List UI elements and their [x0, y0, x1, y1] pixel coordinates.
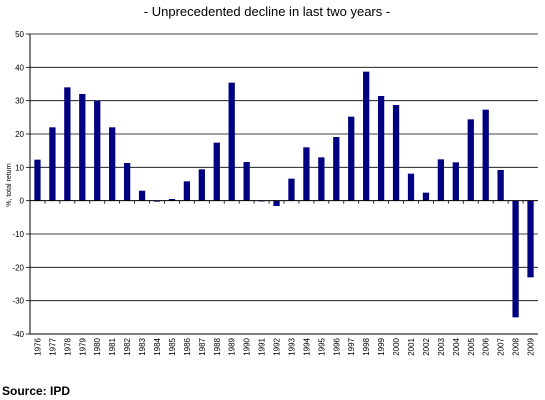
bar-1996	[333, 137, 340, 201]
y-tick-label: -20	[12, 263, 24, 272]
x-tick-label: 2007	[497, 337, 506, 355]
y-tick-label: 40	[15, 63, 24, 72]
bar-2004	[452, 162, 459, 201]
x-tick-label: 1999	[377, 337, 386, 355]
bar-1995	[318, 157, 325, 201]
bar-1988	[213, 142, 220, 201]
bar-2006	[482, 109, 489, 201]
x-tick-label: 1987	[198, 337, 207, 355]
x-tick-label: 1991	[258, 337, 267, 355]
bar-1987	[198, 169, 205, 201]
bar-1989	[228, 82, 235, 201]
y-axis-label: %, total return	[6, 163, 13, 207]
x-tick-label: 2001	[407, 337, 416, 355]
bar-1985	[168, 199, 176, 201]
chart-title: - Unprecedented decline in last two year…	[144, 4, 390, 19]
bar-2007	[497, 170, 504, 201]
bar-1978	[64, 87, 71, 201]
grid-lines	[30, 33, 538, 335]
x-tick-label: 1982	[123, 337, 132, 355]
source-label: Source: IPD	[2, 384, 71, 398]
bar-1976	[34, 159, 41, 201]
y-tick-label: -10	[12, 230, 24, 239]
y-tick-label: 0	[20, 197, 25, 206]
x-tick-label: 1992	[273, 337, 282, 355]
x-tick-label: 2009	[527, 337, 536, 355]
bar-1999	[377, 96, 385, 201]
y-tick-label: 20	[15, 130, 24, 139]
bar-1998	[363, 71, 370, 201]
bar-1977	[49, 127, 56, 201]
x-tick-label: 2000	[392, 337, 401, 355]
bar-2009	[527, 200, 534, 278]
x-tick-label: 2008	[512, 337, 521, 355]
x-tick-label: 2003	[437, 337, 446, 355]
bar-2005	[467, 119, 474, 201]
bar-1981	[109, 127, 116, 201]
y-axis-ticks: 50 40 30 20 10 0 -10 -20 -30 -40	[12, 30, 30, 339]
x-tick-label: 1978	[63, 337, 72, 355]
y-tick-label: -30	[12, 297, 24, 306]
x-tick-label: 1980	[93, 337, 102, 355]
x-tick-label: 1996	[332, 337, 341, 355]
x-tick-label: 1977	[48, 337, 57, 355]
x-axis-ticks: 1976 1977 1978 1979 1980 1981 1982 1983 1984 1985…	[29, 200, 536, 356]
x-tick-label: 1994	[302, 337, 311, 355]
x-tick-label: 1979	[78, 337, 87, 355]
bar-1993	[288, 178, 295, 201]
bar-1979	[79, 94, 86, 201]
x-tick-label: 1989	[228, 337, 237, 355]
x-tick-label: 1984	[153, 337, 162, 355]
bar-2008	[512, 200, 519, 318]
bar-1980	[94, 100, 101, 201]
bar-2002	[422, 192, 430, 201]
bars	[34, 71, 534, 318]
x-tick-label: 1995	[317, 337, 326, 355]
x-tick-label: 1997	[347, 337, 356, 355]
bar-1997	[348, 116, 355, 201]
x-tick-label: 2006	[482, 337, 491, 355]
y-tick-label: 50	[15, 30, 24, 39]
x-tick-label: 2004	[452, 337, 461, 355]
x-tick-label: 2002	[422, 337, 431, 355]
bar-2000	[392, 105, 400, 201]
x-tick-label: 1993	[287, 337, 296, 355]
x-tick-label: 1986	[183, 337, 192, 355]
bar-1992	[273, 200, 280, 206]
bar-1986	[183, 181, 191, 201]
x-tick-label: 1990	[243, 337, 252, 355]
bar-1982	[123, 163, 131, 201]
bar-2003	[437, 159, 445, 201]
y-tick-label: 30	[15, 97, 24, 106]
x-tick-label: 1985	[168, 337, 177, 355]
y-tick-label: 10	[15, 163, 24, 172]
x-tick-label: 1981	[108, 337, 117, 355]
x-tick-label: 1998	[362, 337, 371, 355]
bar-1994	[303, 147, 310, 201]
bar-1983	[138, 190, 146, 201]
y-tick-label: -40	[12, 330, 24, 339]
axes	[29, 34, 538, 335]
bar-1990	[243, 162, 250, 201]
x-tick-label: 1976	[33, 337, 42, 355]
x-tick-label: 1988	[213, 337, 222, 355]
x-tick-label: 2005	[467, 337, 476, 355]
bar-2001	[407, 173, 415, 201]
x-tick-label: 1983	[138, 337, 147, 355]
